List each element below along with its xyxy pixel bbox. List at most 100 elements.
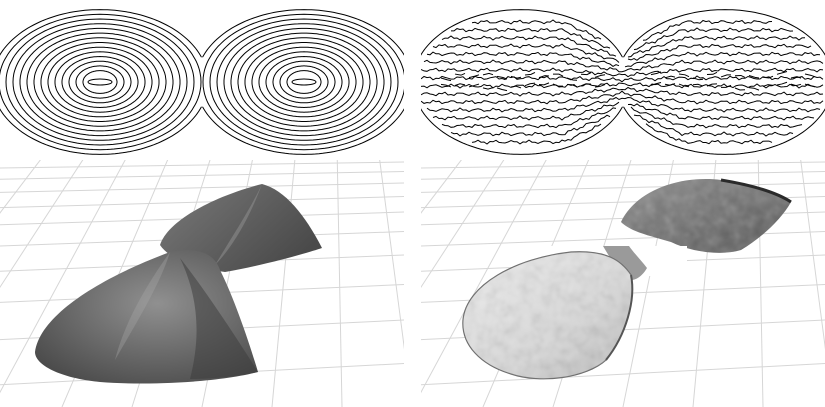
contour-line <box>441 106 803 129</box>
contour-line <box>496 75 508 80</box>
contour-line <box>594 84 606 88</box>
contour-line <box>82 70 118 94</box>
contour-line <box>209 18 399 146</box>
contour-line <box>265 55 343 109</box>
contour-line <box>678 73 690 78</box>
contour-line <box>706 83 718 87</box>
contour-line <box>790 76 802 79</box>
contour-line <box>251 46 357 118</box>
contour-line <box>47 46 153 118</box>
contour-line <box>776 81 788 86</box>
contour-line <box>421 9 623 155</box>
contour-plot-smooth-canvas <box>0 9 404 155</box>
grid-line <box>0 160 84 289</box>
contour-line <box>538 82 550 86</box>
contour-line <box>734 74 746 78</box>
contour-line <box>552 83 564 87</box>
contour-line <box>566 84 578 88</box>
grid-line <box>0 171 404 180</box>
contour-line <box>223 27 385 137</box>
contour-line <box>279 65 329 99</box>
contour-line <box>804 83 816 88</box>
surface-front-lobe-rim <box>605 274 634 361</box>
contour-line <box>804 73 816 78</box>
contour-line <box>776 71 788 75</box>
contour-line <box>286 70 322 94</box>
surface-back-lobe <box>160 184 322 272</box>
contour-line <box>496 87 508 92</box>
contour-line <box>33 37 167 127</box>
contour-line <box>468 83 480 88</box>
contour-line <box>230 32 378 132</box>
contour-line <box>510 85 522 89</box>
contour-line <box>272 60 336 104</box>
contour-line <box>291 78 317 86</box>
contour-plot-smooth <box>0 0 404 162</box>
contour-line <box>580 83 592 87</box>
surface-front-lobe-texture <box>462 251 633 379</box>
contour-line <box>623 9 825 155</box>
surface-plot-smooth <box>0 160 404 407</box>
grid-line <box>0 160 126 394</box>
contour-line <box>19 27 181 137</box>
contour-line <box>426 96 821 113</box>
contour-line <box>440 77 452 82</box>
contour-line <box>441 35 806 58</box>
contour-line <box>790 83 802 87</box>
surface-front-lobe-ridge <box>115 252 170 360</box>
grid-line <box>421 160 505 289</box>
contour-line <box>5 18 195 146</box>
contour-line <box>748 87 760 91</box>
contour-line <box>748 75 760 79</box>
contour-line <box>454 72 466 76</box>
contour-line <box>734 87 746 91</box>
contour-line <box>664 75 676 79</box>
contour-line <box>580 72 592 76</box>
grid-line <box>0 196 404 209</box>
contour-line <box>482 72 494 76</box>
grid-line <box>421 231 825 247</box>
contour-line <box>524 82 536 87</box>
grid-line <box>421 182 825 193</box>
grid-line <box>0 160 42 407</box>
grid-line <box>421 363 825 386</box>
contour-plot-noisy-canvas <box>421 9 825 155</box>
grid-line <box>421 160 462 214</box>
contour-line <box>87 78 113 86</box>
contour-line <box>650 71 662 76</box>
contour-line <box>482 87 494 90</box>
surface-back-lobe-rim <box>720 178 792 204</box>
contour-line <box>678 83 690 88</box>
contour-line <box>0 13 202 151</box>
grid-line <box>0 161 404 169</box>
contour-line <box>258 51 350 113</box>
grid-line <box>421 161 825 169</box>
contour-line <box>594 74 606 78</box>
contour-line <box>552 73 564 77</box>
contour-line <box>202 9 404 155</box>
surface-plot-noisy-canvas <box>421 160 825 407</box>
grid-line <box>421 160 463 407</box>
contour-line <box>421 75 824 83</box>
grid-line <box>336 160 343 407</box>
contour-line <box>216 23 392 141</box>
contour-line <box>510 75 522 79</box>
contour-line <box>421 86 824 97</box>
surface-neck <box>603 246 647 281</box>
contour-lines-noisy <box>421 9 825 155</box>
contour-line <box>244 42 364 122</box>
contour-line <box>762 75 774 79</box>
contour-line <box>40 42 160 122</box>
contour-line <box>432 43 812 63</box>
contour-line <box>451 27 794 51</box>
contour-line <box>237 37 371 127</box>
contour-line <box>75 65 125 99</box>
contour-line <box>721 84 732 88</box>
contour-line <box>0 9 202 155</box>
contour-line <box>566 77 578 81</box>
grid-line <box>421 171 825 180</box>
contour-line <box>12 23 188 141</box>
grid-line <box>0 160 41 214</box>
contour-line <box>432 101 815 121</box>
